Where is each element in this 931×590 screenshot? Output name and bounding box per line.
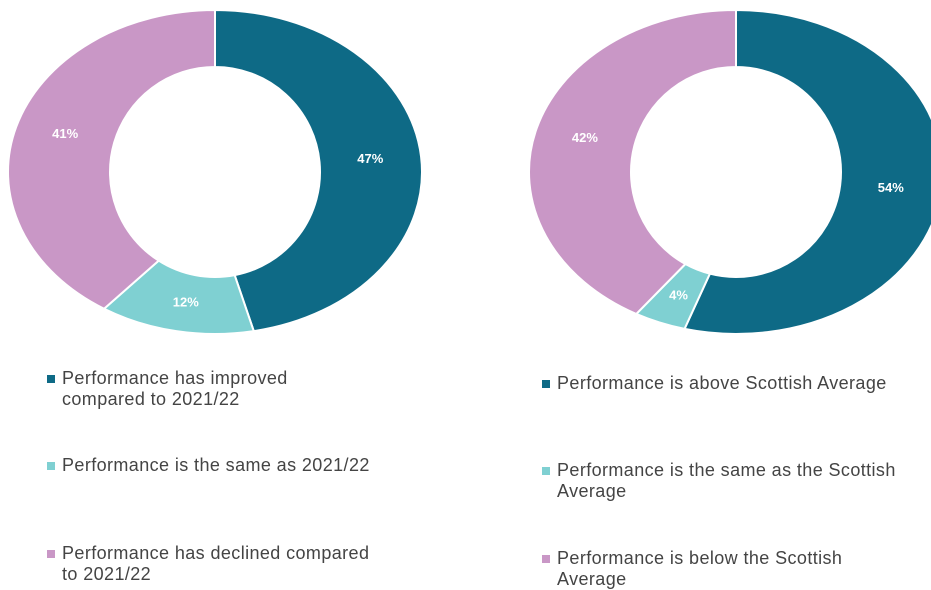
- data-label: 54%: [878, 180, 904, 195]
- legend-label: Performance is the same as 2021/22: [62, 455, 370, 475]
- legend-swatch: [542, 555, 550, 563]
- legend-label: Performance is below the Scottish Averag…: [557, 548, 843, 589]
- legend-swatch: [47, 462, 55, 470]
- legend-label: Performance has improved compared to 202…: [62, 368, 288, 409]
- legend-swatch: [47, 375, 55, 383]
- legend-label: Performance is the same as the Scottish …: [557, 460, 896, 501]
- legend-label: Performance is above Scottish Average: [557, 373, 887, 393]
- donut-slice: [683, 8, 931, 335]
- legend-label: Performance has declined compared to 202…: [62, 543, 370, 584]
- data-label: 42%: [572, 130, 598, 145]
- data-label: 41%: [52, 126, 78, 141]
- data-label: 47%: [357, 151, 383, 166]
- legend-swatch: [542, 467, 550, 475]
- legend-swatch: [47, 550, 55, 558]
- data-label: 12%: [173, 295, 199, 310]
- data-label: 4%: [669, 288, 688, 303]
- donut-slice: [214, 8, 423, 333]
- donut-slice: [7, 8, 216, 310]
- donut-slice: [528, 8, 737, 316]
- legend-swatch: [542, 380, 550, 388]
